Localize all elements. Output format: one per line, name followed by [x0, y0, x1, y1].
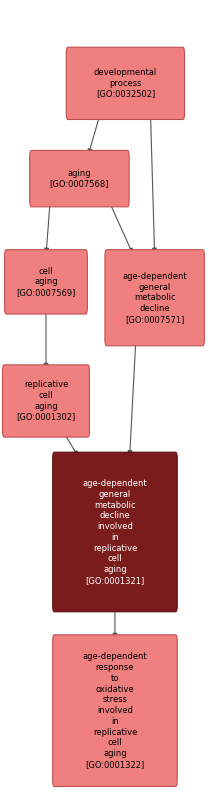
- Text: cell
aging
[GO:0007569]: cell aging [GO:0007569]: [16, 267, 76, 297]
- Text: developmental
process
[GO:0032502]: developmental process [GO:0032502]: [94, 68, 157, 98]
- FancyBboxPatch shape: [53, 453, 177, 611]
- Text: age-dependent
response
to
oxidative
stress
involved
in
replicative
cell
aging
[G: age-dependent response to oxidative stre…: [83, 653, 147, 769]
- FancyBboxPatch shape: [105, 249, 204, 346]
- FancyBboxPatch shape: [53, 635, 177, 786]
- Text: age-dependent
general
metabolic
decline
[GO:0007571]: age-dependent general metabolic decline …: [122, 272, 187, 324]
- FancyBboxPatch shape: [66, 48, 185, 119]
- FancyBboxPatch shape: [5, 249, 87, 314]
- Text: age-dependent
general
metabolic
decline
involved
in
replicative
cell
aging
[GO:0: age-dependent general metabolic decline …: [83, 479, 147, 585]
- FancyBboxPatch shape: [3, 365, 89, 437]
- FancyBboxPatch shape: [30, 151, 129, 206]
- Text: aging
[GO:0007568]: aging [GO:0007568]: [50, 169, 109, 188]
- Text: replicative
cell
aging
[GO:0001302]: replicative cell aging [GO:0001302]: [16, 380, 76, 422]
